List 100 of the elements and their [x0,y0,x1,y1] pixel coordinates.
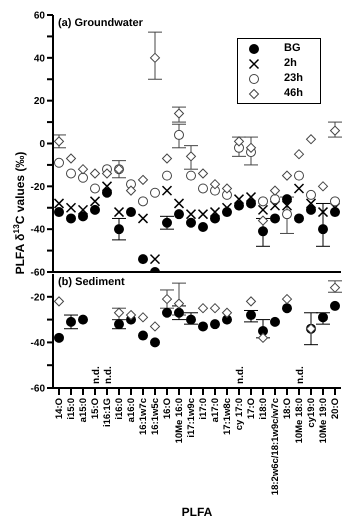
point [198,183,208,194]
point [138,174,148,185]
point [174,298,184,309]
x-tick-label: 16:O [162,398,173,420]
point [294,213,304,224]
point [78,172,88,183]
point [78,211,88,222]
annotation: n.d. [91,366,102,384]
point [246,192,256,202]
point [66,168,76,178]
point [270,186,280,196]
point [114,319,124,330]
point [306,134,316,144]
x-tick-label: i16:1G [102,398,113,428]
point [318,224,328,234]
x-tick-label: cy19:0 [306,398,317,428]
x-tick-label: 10Me 18:0 [294,398,305,444]
point [138,196,148,206]
point [318,312,328,322]
point [186,218,196,228]
y-tick-label: 0 [39,139,46,150]
x-tick-label: i17:1w9c [186,398,197,438]
y-tick-label: -40 [30,338,46,349]
x-tick-label: a15:0 [78,398,89,422]
point [114,308,124,318]
point [198,303,208,314]
x-tick-label: 14:O [54,398,65,420]
point [282,170,292,181]
point [234,194,244,204]
point [150,52,160,63]
point [306,198,316,209]
x-tick-label: a17:0 [210,398,221,422]
point [282,209,292,220]
point [54,332,64,343]
point [258,216,268,226]
point [330,126,340,136]
point [174,130,184,140]
point [138,330,148,341]
y-tick-label: -20 [30,182,46,193]
point [90,168,100,178]
x-tick-label: a16:0 [126,398,137,422]
point [246,310,256,320]
annotation: n.d. [103,366,114,384]
point [330,282,340,293]
point [162,170,172,181]
x-tick-label: 17:1w8c [222,398,233,435]
point [282,294,292,304]
x-tick-label: 17:O [246,398,257,420]
x-tick-label: i15:0 [66,398,77,420]
point [174,198,184,209]
legend-label: 2h [284,56,297,71]
annotation: n.d. [235,366,246,384]
point [222,183,232,194]
y-tick-label: 40 [34,53,46,64]
point [66,153,76,164]
point [270,316,280,327]
point [270,213,280,224]
x-tick-label: 10Me 19:0 [318,398,329,444]
point [258,332,268,343]
point [210,303,220,314]
point [258,204,268,216]
point [318,206,328,218]
point [54,136,64,146]
point [162,185,172,196]
point [222,308,232,318]
point [186,151,196,162]
point [186,314,196,325]
x-tick-label: i18:0 [258,398,269,420]
point [90,204,100,215]
point [126,207,136,218]
point [138,213,148,224]
chart-title: (a) Groundwater [58,17,143,29]
point [174,209,184,220]
point [258,196,268,206]
legend-label: 23h [284,71,303,86]
legend-label: 46h [284,86,303,101]
x-tick-label: 18:O [282,398,293,420]
x-tick-label: i17:0 [198,398,209,420]
point [210,179,220,190]
y-tick-label: -60 [30,268,46,279]
legend-label: BG [284,41,300,56]
point [258,226,268,236]
chart-title: (b) Sediment [58,276,125,288]
y-tick-label: -60 [30,384,46,395]
y-tick-label: 60 [34,10,46,22]
point [294,183,304,194]
y-tick-label: -40 [30,224,46,236]
point [150,321,160,332]
y-tick-label: -20 [30,292,46,304]
point [138,254,148,264]
point [126,186,136,196]
point [318,181,328,192]
point [246,296,256,306]
point [282,303,292,314]
point [66,202,76,213]
point [102,168,112,178]
x-tick-label: 16:1w7c [138,398,149,435]
point [162,218,172,228]
point [78,204,88,216]
point [306,190,316,200]
